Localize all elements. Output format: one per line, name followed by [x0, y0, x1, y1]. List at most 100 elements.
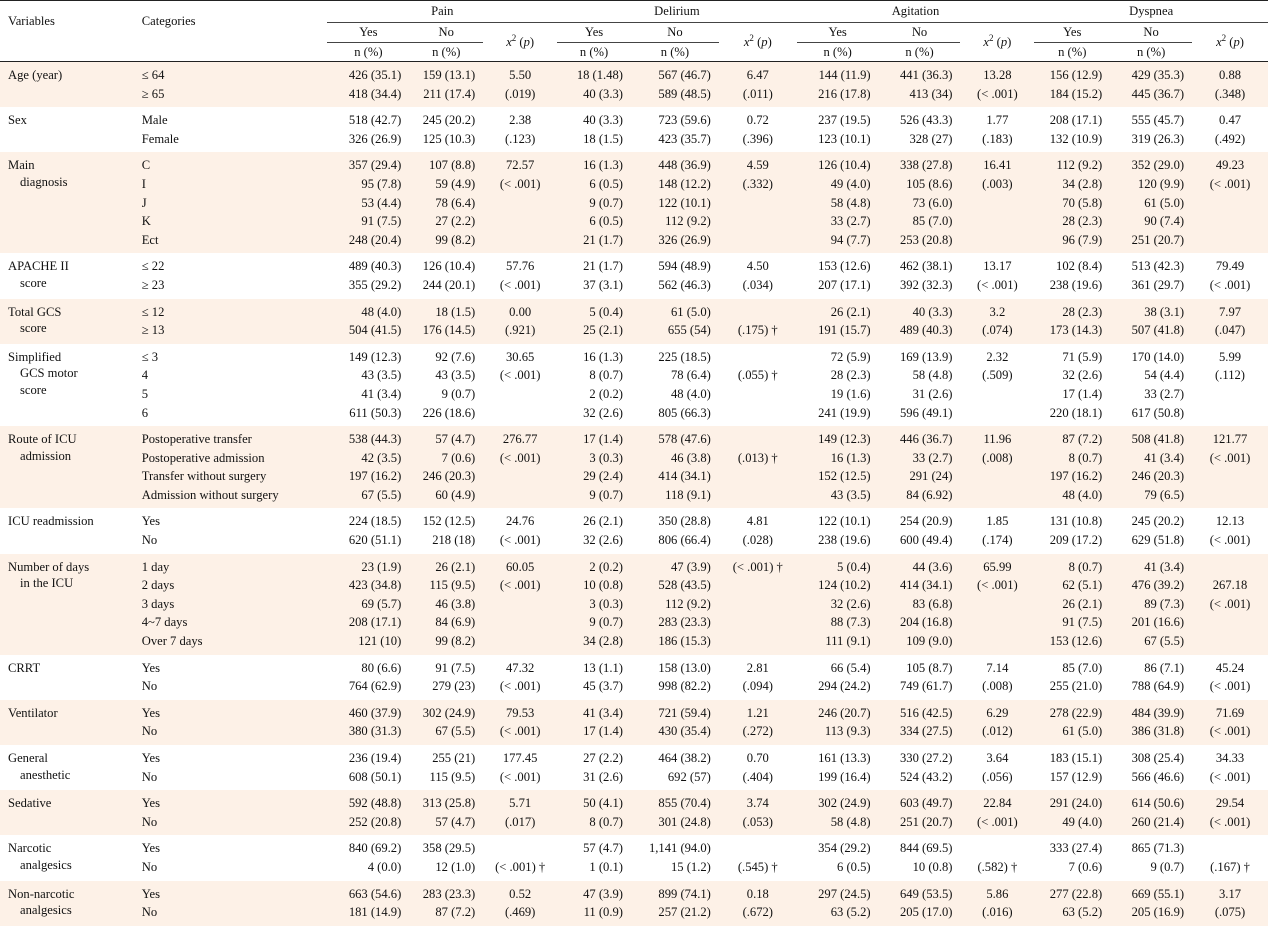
agitation-no-cell: 749 (61.7): [900, 679, 953, 694]
pain-yes-cell: 23 (1.9): [327, 553, 410, 577]
agitation-chi-cell: (.012): [960, 722, 1035, 745]
dyspnea-yes-cell: 102 (8.4): [1056, 259, 1103, 274]
variable-name: Main diagnosis: [0, 152, 140, 254]
table-row: Ect 248 (20.4) 99 (8.2) 21 (1.7) 326 (26.9) 9…: [0, 230, 1268, 254]
table-row: Ventilator Yes 460 (37.9) 302 (24.9) 79.53 41…: [0, 699, 1268, 745]
variable-name-line: Age (year): [8, 68, 63, 82]
delirium-no-cell: 692 (57): [667, 769, 711, 784]
dyspnea-chi-cell: (< .001): [1209, 679, 1251, 694]
dyspnea-no-cell: 508 (41.8): [1110, 426, 1193, 449]
delirium-no-cell: 1,141 (94.0): [648, 841, 711, 856]
category-cell: Postoperative transfer: [139, 426, 328, 449]
agitation-chi-cell: (.056): [982, 769, 1013, 784]
agitation-yes-cell: 161 (13.3): [818, 751, 871, 765]
dyspnea-chi-cell: [1192, 835, 1268, 858]
delirium-chi-cell: (.175) †: [718, 321, 797, 344]
delirium-no-cell: 225 (18.5): [658, 349, 711, 364]
agitation-chi-header: x2 (p): [960, 22, 1035, 62]
dyspnea-no-cell: 445 (36.7): [1110, 84, 1193, 108]
category-cell: ≥ 13: [139, 321, 328, 344]
dyspnea-chi-header: x2 (p): [1192, 22, 1268, 62]
agitation-chi-cell: 5.86: [960, 880, 1035, 904]
agitation-no-cell: 844 (69.5): [900, 841, 953, 856]
delirium-chi-cell: [718, 212, 797, 231]
dyspnea-chi-cell: (< .001): [1192, 722, 1268, 745]
dyspnea-chi-cell: 12.13: [1215, 514, 1245, 529]
agitation-chi-cell: 13.28: [960, 61, 1035, 85]
dyspnea-no-cell: 669 (55.1): [1110, 880, 1193, 904]
agitation-chi-cell: 1.85: [986, 514, 1009, 529]
agitation-chi-cell: 3.2: [960, 298, 1035, 322]
pain-chi-cell: 0.52: [483, 880, 558, 904]
agitation-chi-cell: 22.84: [960, 790, 1035, 813]
pain-no-cell: 126 (10.4): [422, 259, 476, 274]
agitation-no-cell: 169 (13.9): [900, 349, 953, 364]
agitation-yes-cell: 113 (9.3): [796, 722, 879, 745]
variable-name-line: General: [8, 751, 48, 765]
dyspnea-chi-cell: [1192, 212, 1268, 231]
delirium-yes-cell: 34 (2.8): [557, 632, 631, 655]
agitation-yes-cell: 123 (10.1): [818, 131, 871, 146]
variable-name-line: APACHE II: [8, 259, 69, 274]
variable-name-line: Simplified: [8, 349, 62, 364]
delirium-no-cell: 301 (24.8): [630, 812, 719, 836]
dyspnea-chi-cell: (.112): [1215, 368, 1246, 383]
pain-no-cell: 27 (2.2): [409, 212, 484, 231]
variable-name: Age (year): [0, 61, 140, 108]
dyspnea-chi-cell: 121.77: [1192, 426, 1268, 449]
pain-yes-cell: 592 (48.8): [327, 790, 410, 813]
pain-header: Pain: [327, 0, 558, 23]
dyspnea-chi-cell: 7.97: [1192, 298, 1268, 322]
pain-no-cell: 226 (18.6): [422, 405, 476, 420]
pain-no-cell: 152 (12.5): [422, 514, 476, 529]
category-cell: No: [141, 769, 158, 784]
dyspnea-no-cell: 67 (5.5): [1110, 632, 1193, 655]
dyspnea-chi-cell: (.492): [1214, 131, 1246, 146]
variable-group: Main diagnosis C 357 (29.4) 107 (8.8) 72.57 16…: [0, 152, 1268, 254]
table-row: CRRT Yes 80 (6.6) 91 (7.5) 47.32 13 (1.1) 158 …: [0, 655, 1268, 678]
delirium-yes-cell: 8 (0.7): [589, 368, 623, 383]
dyspnea-yes-cell: 70 (5.8): [1034, 193, 1111, 213]
table-row: No 764 (62.9) 279 (23) (< .001) 45 (3.7) 998 …: [0, 677, 1268, 700]
table-row: No 252 (20.8) 57 (4.7) (.017) 8 (0.7) 301 (24…: [0, 812, 1268, 836]
pain-chi-cell: [483, 835, 557, 858]
agitation-no-cell: 253 (20.8): [878, 230, 961, 254]
variable-name-line: Route of ICU: [8, 432, 77, 447]
agitation-no-cell: 328 (27): [909, 131, 953, 146]
agitation-yes-cell: 16 (1.3): [796, 448, 879, 468]
category-cell: 2 days: [139, 576, 328, 595]
agitation-chi-cell: (.582) †: [977, 859, 1018, 874]
dyspnea-no-cell: 617 (50.8): [1131, 405, 1185, 420]
delirium-chi-cell: (.011): [718, 84, 797, 108]
dyspnea-yes-cell: 61 (5.0): [1034, 722, 1111, 745]
pain-yes-cell: 95 (7.8): [327, 174, 410, 194]
dyspnea-chi-cell: [1192, 553, 1268, 577]
variable-group: General anesthetic Yes 236 (19.4) 255 (21) 17…: [0, 745, 1268, 790]
dyspnea-yes-cell: 26 (2.1): [1034, 594, 1111, 614]
dyspnea-yes-cell: 7 (0.6): [1068, 859, 1103, 874]
pain-yes-cell: 840 (69.2): [348, 841, 402, 856]
category-cell: K: [139, 212, 328, 231]
dyspnea-no-npct-header: n (%): [1110, 42, 1193, 62]
dyspnea-no-cell: 614 (50.6): [1110, 790, 1193, 813]
agitation-chi-cell: [960, 632, 1035, 655]
category-cell: ≥ 65: [139, 84, 328, 108]
variable-name-line: in the ICU: [20, 576, 74, 591]
category-cell: I: [139, 174, 328, 194]
dyspnea-no-cell: 484 (39.9): [1110, 699, 1193, 723]
variable-name: Simplified GCS motor score: [0, 344, 140, 426]
delirium-yes-cell: 21 (1.7): [557, 230, 631, 254]
delirium-yes-cell: 37 (3.1): [583, 277, 623, 292]
agitation-yes-cell: 354 (29.2): [818, 841, 871, 856]
delirium-yes-cell: 45 (3.7): [583, 679, 623, 694]
pain-chi-cell: 0.00: [483, 298, 558, 322]
category-cell: Female: [141, 131, 179, 146]
agitation-yes-cell: 32 (2.6): [796, 594, 879, 614]
pain-no-cell: 57 (4.7): [409, 426, 484, 449]
table-row: Narcotic analgesics Yes 840 (69.2) 358 (29.5…: [0, 835, 1268, 872]
variable-group: ICU readmission Yes 224 (18.5) 152 (12.5) 24…: [0, 508, 1268, 553]
pain-no-cell: 78 (6.4): [409, 193, 484, 213]
agitation-chi-cell: (< .001): [960, 84, 1035, 108]
pain-no-cell: 218 (18): [432, 533, 476, 548]
